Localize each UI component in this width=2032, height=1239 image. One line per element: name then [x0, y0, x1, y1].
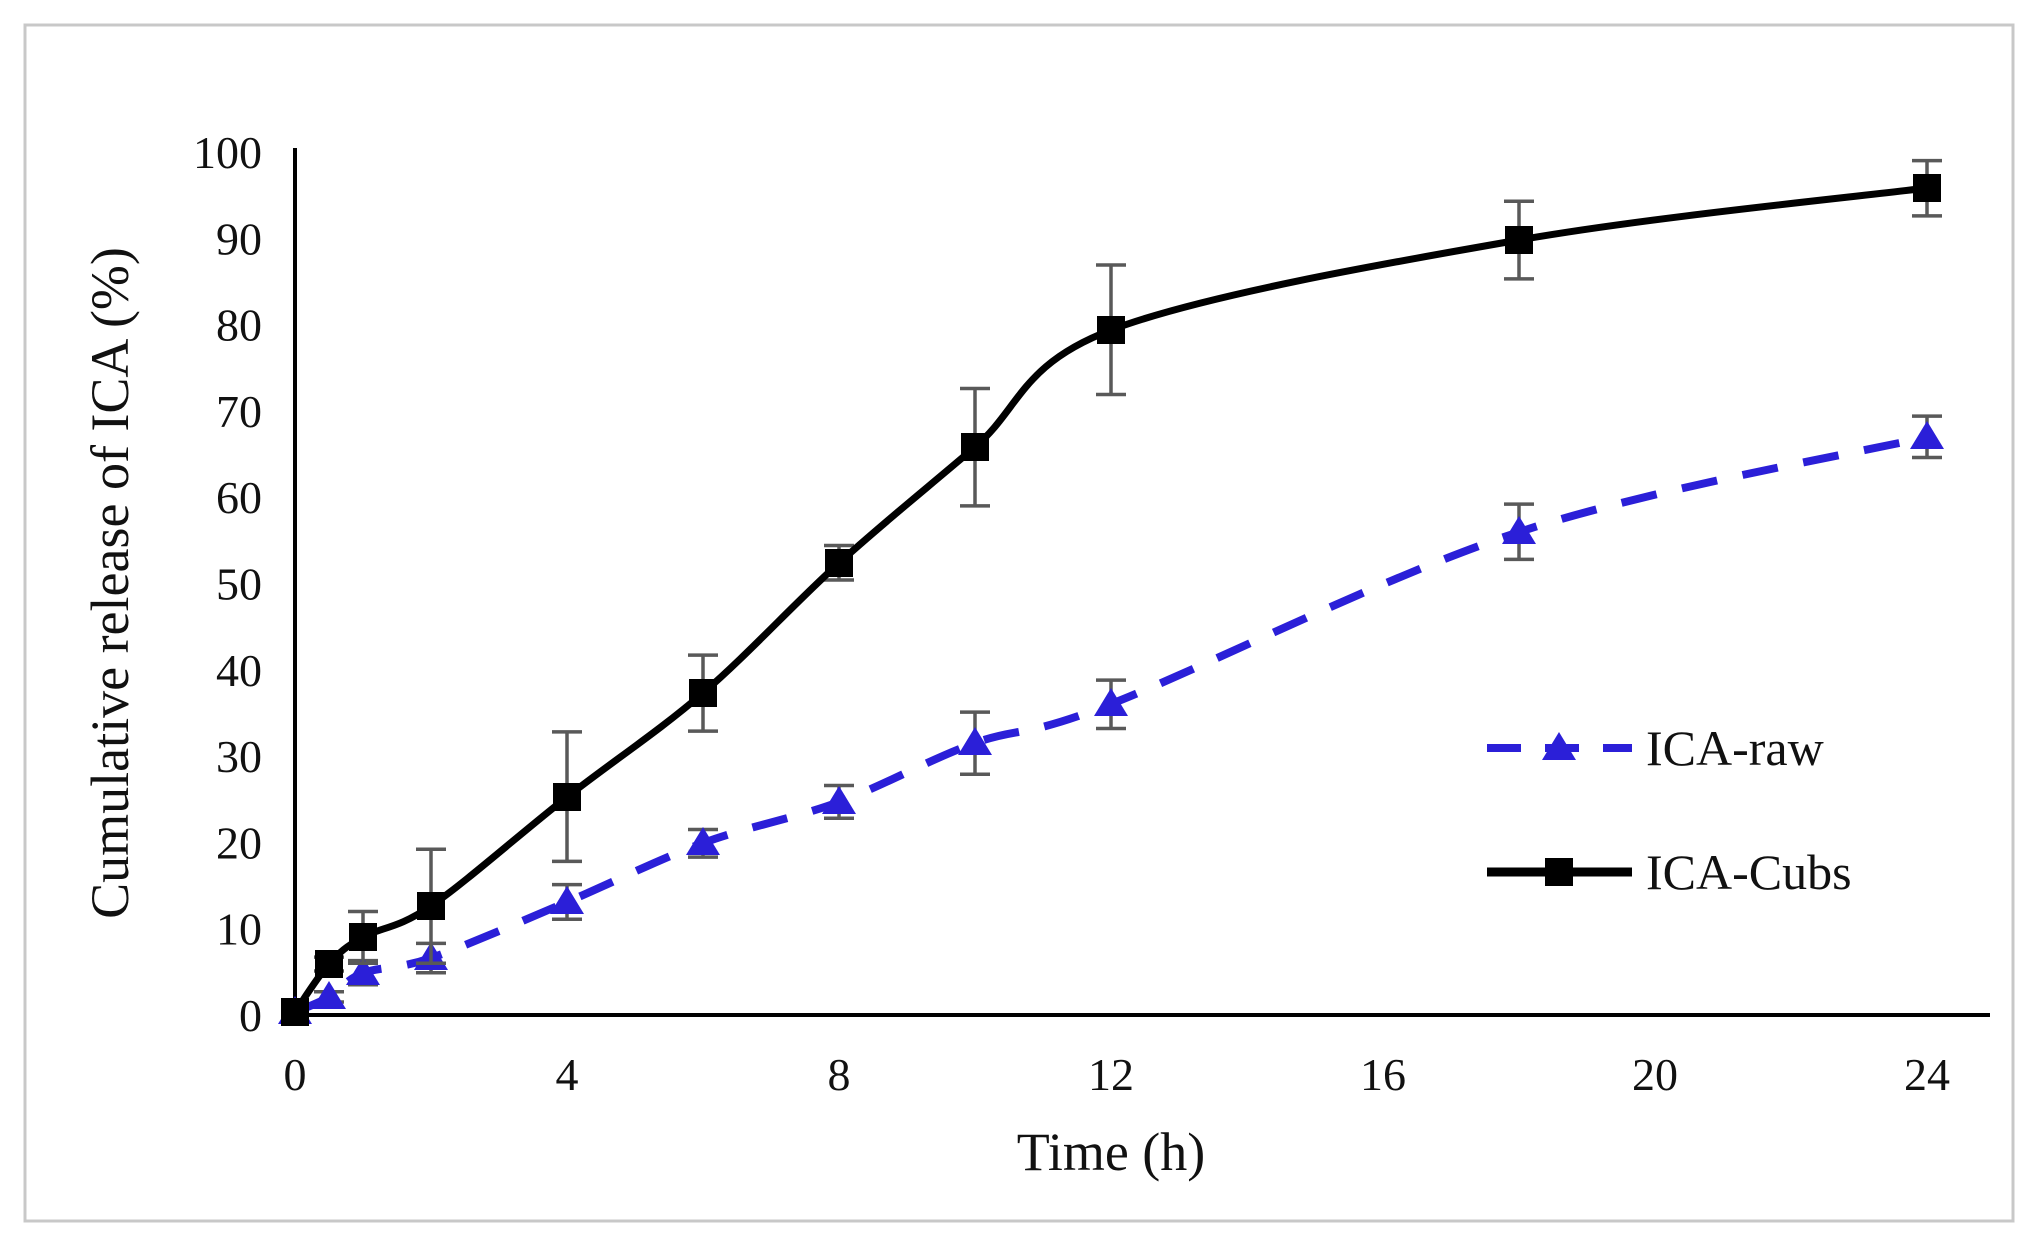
square-marker — [961, 433, 989, 461]
legend-marker-ICA-Cubs — [1545, 858, 1573, 886]
legend-sample-ica-cubs — [1487, 858, 1632, 886]
x-tick-labels: 0 4 8 12 16 20 24 — [284, 1049, 1951, 1100]
y-tick-label: 80 — [216, 300, 262, 351]
x-tick-label: 4 — [556, 1049, 579, 1100]
y-tick-label: 30 — [216, 731, 262, 782]
square-marker — [689, 679, 717, 707]
legend-label-ica-cubs: ICA-Cubs — [1646, 844, 1852, 900]
y-tick-label: 0 — [239, 990, 262, 1041]
triangle-marker — [1910, 421, 1944, 449]
x-tick-label: 16 — [1360, 1049, 1406, 1100]
legend-label-ica-raw: ICA-raw — [1646, 720, 1824, 776]
x-tick-label: 12 — [1088, 1049, 1134, 1100]
y-tick-label: 50 — [216, 559, 262, 610]
x-axis-title: Time (h) — [1017, 1122, 1206, 1182]
square-marker — [315, 950, 343, 978]
y-tick-label: 100 — [193, 127, 262, 178]
square-marker — [417, 892, 445, 920]
plot-axes — [293, 148, 1990, 1017]
y-axis-title: Cumulative release of ICA (%) — [80, 247, 140, 919]
triangle-marker — [312, 981, 346, 1009]
y-tick-label: 60 — [216, 472, 262, 523]
square-marker — [825, 549, 853, 577]
series-ICA-Cubs — [281, 158, 1942, 1026]
y-tick-label: 40 — [216, 645, 262, 696]
square-marker — [1097, 316, 1125, 344]
triangle-marker — [346, 957, 380, 985]
y-tick-label: 10 — [216, 904, 262, 955]
y-tick-label: 70 — [216, 386, 262, 437]
x-tick-label: 8 — [828, 1049, 851, 1100]
x-tick-label: 0 — [284, 1049, 307, 1100]
figure-frame — [23, 23, 2015, 1223]
x-tick-label: 20 — [1632, 1049, 1678, 1100]
legend: ICA-raw ICA-Cubs — [1487, 720, 1852, 900]
legend-marker-ICA-raw — [1542, 732, 1576, 760]
markers-ICA-Cubs — [281, 174, 1941, 1026]
square-marker — [349, 923, 377, 951]
square-marker — [1505, 226, 1533, 254]
square-marker — [553, 783, 581, 811]
y-tick-labels: 0 10 20 30 40 50 60 70 80 90 100 — [193, 127, 262, 1041]
triangle-marker — [958, 727, 992, 755]
triangle-marker — [550, 886, 584, 914]
square-marker — [281, 998, 309, 1026]
triangle-marker — [1502, 516, 1536, 544]
y-tick-label: 90 — [216, 213, 262, 264]
triangle-marker — [686, 827, 720, 855]
y-tick-label: 20 — [216, 817, 262, 868]
x-tick-label: 24 — [1904, 1049, 1950, 1100]
legend-sample-ica-raw — [1487, 732, 1632, 760]
series-layer — [278, 158, 1944, 1026]
triangle-marker — [1094, 688, 1128, 716]
triangle-marker — [822, 786, 856, 814]
square-marker — [1913, 174, 1941, 202]
